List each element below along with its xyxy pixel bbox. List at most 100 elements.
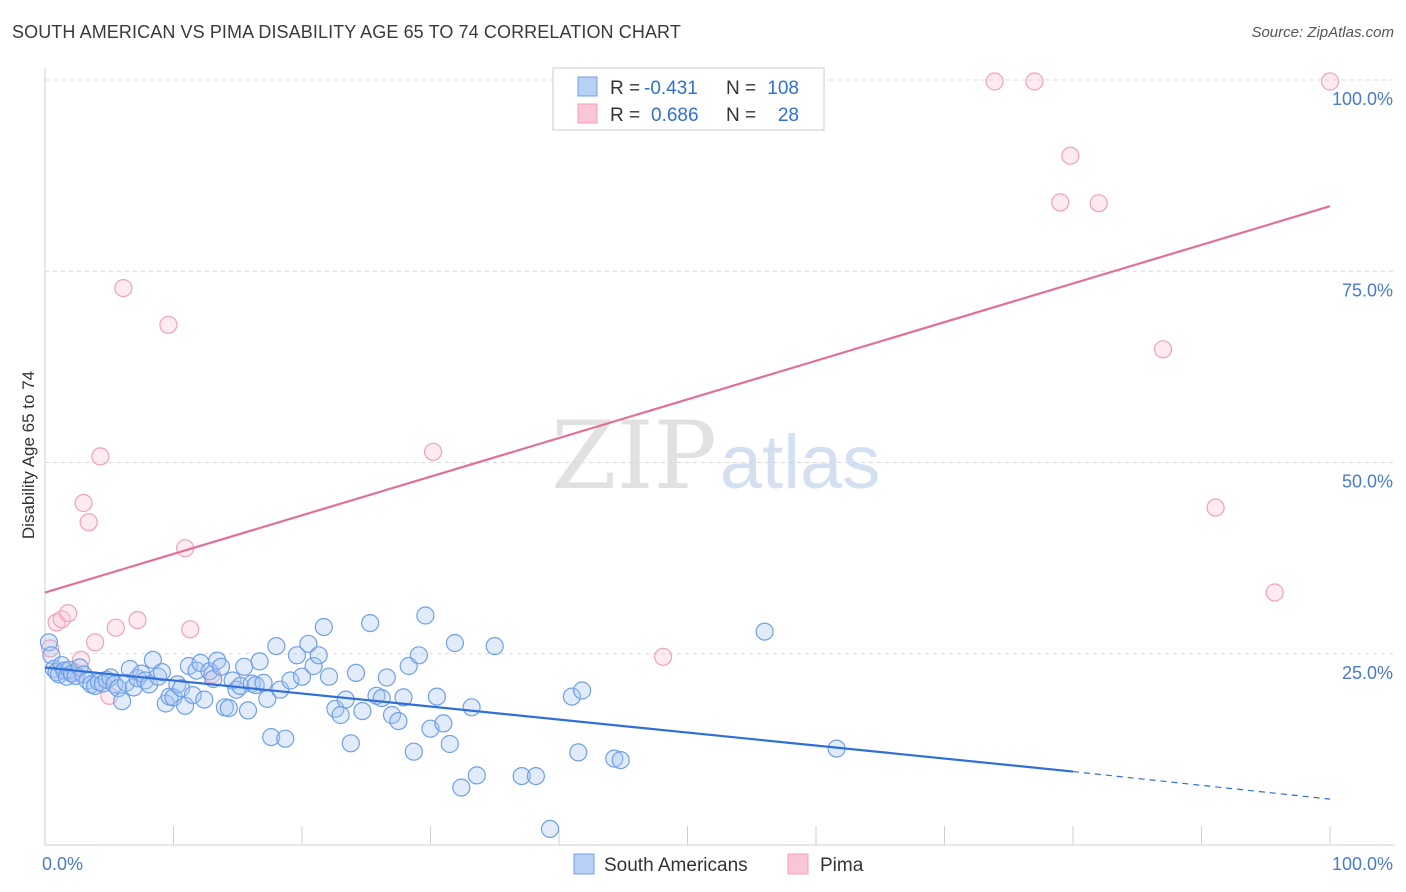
legend-r-label-1: R =: [610, 78, 640, 99]
pima-point-23: [1061, 146, 1080, 165]
south-american-point-43: [195, 690, 214, 709]
legend-n-label-2: N =: [726, 105, 756, 126]
south-american-point-24: [120, 659, 139, 679]
south-american-trend-extension: [1072, 770, 1331, 800]
south-american-point-71: [319, 667, 339, 686]
south-american-point-60: [262, 727, 281, 747]
south-american-point-95: [462, 698, 481, 717]
south-american-point-37: [172, 679, 191, 698]
south-american-point-65: [287, 646, 306, 665]
south-american-point-86: [404, 742, 423, 761]
legend-n-label-1: N =: [726, 78, 756, 99]
south-american-point-40: [183, 685, 202, 705]
south-american-point-103: [605, 749, 624, 768]
south-american-point-57: [250, 652, 269, 671]
pima-point-21: [1025, 72, 1044, 91]
south-american-point-102: [569, 743, 588, 762]
south-american-point-30: [143, 650, 162, 670]
south-american-point-47: [211, 657, 231, 676]
south-american-point-84: [394, 688, 413, 707]
pima-point-18: [424, 442, 443, 461]
pima-point-25: [1153, 340, 1173, 359]
south-american-point-96: [467, 766, 486, 785]
south-american-point-93: [445, 633, 464, 653]
south-american-point-80: [372, 688, 391, 708]
y-tick-label-1: 50.0%: [1342, 472, 1393, 492]
chart-title: SOUTH AMERICAN VS PIMA DISABILITY AGE 65…: [12, 22, 681, 42]
pima-point-16: [181, 620, 200, 639]
pima-point-26: [1206, 498, 1225, 517]
bottom-legend-swatch-blue: [573, 853, 595, 875]
south-american-point-78: [361, 613, 380, 633]
south-american-point-73: [331, 705, 350, 725]
south-american-point-70: [314, 617, 333, 637]
x-tick-label-0: 0.0%: [42, 854, 83, 874]
south-american-trend-line: [44, 666, 1074, 773]
south-american-point-81: [377, 668, 396, 687]
pima-point-9: [91, 447, 110, 466]
south-american-point-94: [452, 778, 471, 797]
south-american-point-53: [235, 657, 254, 676]
south-american-point-88: [416, 606, 435, 625]
south-american-point-92: [440, 734, 459, 754]
pima-point-27: [1265, 583, 1284, 602]
grid-lines: [45, 79, 1395, 655]
legend-swatch-pink: [577, 103, 598, 124]
legend-n-value-2: 28: [778, 105, 799, 126]
south-american-point-76: [346, 663, 366, 683]
south-american-point-99: [526, 766, 546, 786]
south-american-point-75: [341, 734, 360, 753]
pima-point-19: [653, 647, 673, 666]
pima-trend-line: [44, 205, 1331, 594]
watermark-zip: ZIP: [551, 402, 717, 511]
pima-point-22: [1051, 193, 1070, 212]
south-american-point-32: [152, 662, 171, 682]
south-american-point-105: [572, 681, 592, 700]
legend-swatch-blue: [577, 76, 598, 97]
correlation-legend: R = -0.431 N = 108 R = 0.686 N = 28: [552, 67, 825, 131]
legend-r-label-2: R =: [610, 105, 640, 126]
south-american-point-69: [309, 646, 328, 665]
south-american-point-63: [276, 729, 295, 748]
bottom-legend-swatch-pink: [787, 853, 809, 875]
pima-point-7: [79, 513, 98, 532]
bottom-legend-label-south-americans: South Americans: [604, 855, 748, 876]
y-tick-label-3: 100.0%: [1332, 89, 1393, 109]
pima-point-11: [106, 618, 125, 637]
legend-r-value-2: 0.686: [651, 105, 699, 126]
south-american-point-64: [281, 671, 300, 690]
south-american-point-54: [238, 701, 258, 720]
pima-point-14: [159, 315, 178, 334]
y-tick-label-2: 75.0%: [1342, 280, 1393, 300]
x-tick-label-1: 100.0%: [1332, 854, 1393, 874]
tick-labels: 25.0% 50.0% 75.0% 100.0% 0.0% 100.0%: [42, 89, 1393, 874]
pima-point-3: [58, 604, 78, 623]
y-axis-label: Disability Age 65 to 74: [19, 371, 38, 539]
chart-source: Source: ZipAtlas.com: [1251, 24, 1394, 41]
south-american-point-101: [562, 687, 582, 706]
south-american-point-97: [485, 636, 504, 656]
south-american-point-90: [427, 687, 446, 706]
south-american-points: [39, 606, 846, 839]
pima-point-20: [985, 72, 1004, 91]
pima-point-5: [71, 650, 91, 670]
pima-point-0: [40, 639, 60, 658]
legend-n-value-1: 108: [767, 78, 799, 99]
trend-lines: [44, 205, 1331, 800]
south-american-point-100: [540, 819, 560, 839]
south-american-point-83: [389, 711, 408, 731]
south-american-point-66: [292, 667, 312, 686]
pima-point-28: [1320, 72, 1340, 91]
south-american-point-77: [353, 701, 372, 721]
south-american-point-68: [304, 656, 323, 676]
y-tick-label-0: 25.0%: [1342, 663, 1393, 683]
bottom-legend-label-pima: Pima: [820, 855, 864, 876]
pima-point-13: [128, 610, 147, 630]
pima-point-8: [85, 633, 105, 652]
watermark-atlas: atlas: [720, 420, 881, 505]
pima-point-6: [74, 493, 93, 513]
south-american-point-25: [124, 678, 143, 697]
pima-point-12: [114, 279, 133, 298]
pima-point-24: [1089, 194, 1108, 213]
